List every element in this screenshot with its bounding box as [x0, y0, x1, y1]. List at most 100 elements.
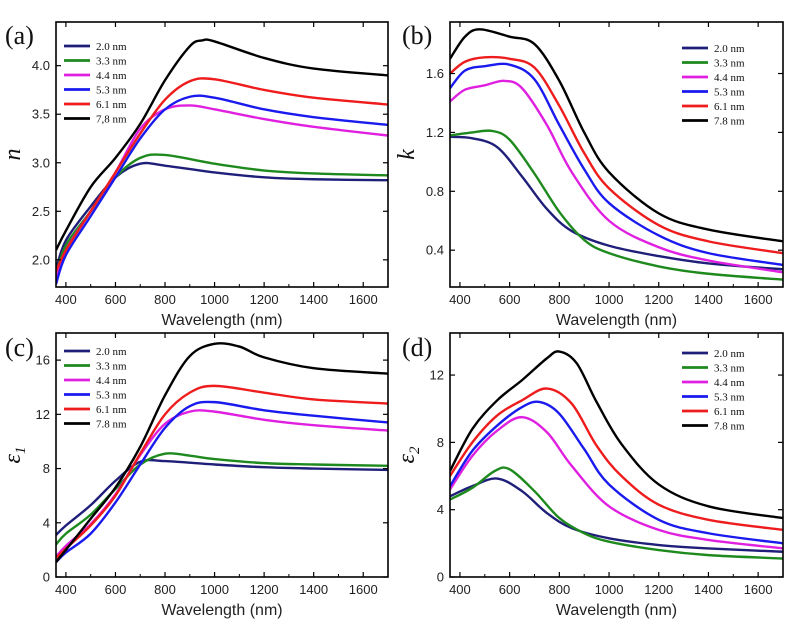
y-axis-symbol-0: n: [0, 149, 26, 161]
panel-label-0: (a): [5, 21, 34, 50]
x-tick-label-0-1: 600: [105, 292, 127, 307]
legend-entry-2-4: 6.1 nm: [96, 404, 127, 416]
y-axis-title-3: ε2: [394, 446, 423, 463]
series-line-2-0: [56, 458, 388, 536]
panel-label-3: (d): [402, 333, 432, 362]
series-line-3-2: [450, 415, 783, 550]
legend-entry-1-1: 3.3 nm: [714, 58, 745, 70]
series-line-1-0: [450, 135, 783, 271]
x-tick-label-2-3: 1000: [200, 582, 229, 597]
y-axis-symbol-3: ε: [394, 453, 420, 463]
y-tick-label-0-2: 3.0: [32, 155, 50, 170]
series-line-1-3: [450, 62, 783, 267]
plot-frame-0: [55, 21, 389, 288]
x-tick-label-2-0: 400: [55, 582, 77, 597]
series-line-0-3: [56, 94, 388, 285]
plot-frame-1: [449, 21, 784, 288]
x-axis-title-0: Wavelength (nm): [161, 312, 282, 329]
y-tick-label-0-0: 2.0: [32, 252, 50, 267]
chart-panel-1: 400 600 800 1000 1200 1400 1600 0.4 0.8 1.2 1.6 Wav…: [394, 21, 784, 329]
x-tick-label-3-1: 600: [499, 582, 521, 597]
y-tick-label-2-3: 12: [36, 407, 50, 422]
x-tick-label-0-6: 1600: [349, 292, 378, 307]
x-tick-label-2-6: 1600: [349, 582, 378, 597]
y-tick-label-0-1: 2.5: [32, 204, 50, 219]
legend-entry-1-4: 6.1 nm: [714, 101, 745, 113]
x-tick-label-0-0: 400: [55, 292, 77, 307]
legend-entry-0-1: 3.3 nm: [96, 56, 127, 68]
series-line-0-4: [56, 77, 388, 272]
series-line-1-1: [450, 129, 783, 281]
x-tick-label-1-0: 400: [449, 292, 471, 307]
x-tick-label-2-5: 1400: [299, 582, 328, 597]
series-line-0-1: [56, 153, 388, 275]
x-tick-label-3-5: 1400: [694, 582, 723, 597]
series-line-1-2: [450, 79, 783, 274]
y-tick-label-0-3: 3.5: [32, 107, 50, 122]
y-axis-subscript-3: 2: [407, 446, 423, 454]
x-tick-label-0-5: 1400: [299, 292, 328, 307]
legend-entry-2-1: 3.3 nm: [96, 361, 127, 373]
series-line-2-2: [56, 409, 388, 558]
series-line-2-5: [56, 342, 388, 563]
chart-panel-3: 400 600 800 1000 1200 1400 1600 0 4 8 12 Wavelength…: [394, 332, 784, 619]
series-line-0-5: [56, 38, 388, 251]
legend-entry-3-3: 5.3 nm: [714, 392, 745, 404]
legend-entry-2-5: 7.8 nm: [96, 419, 127, 431]
legend-entry-0-2: 4.4 nm: [96, 70, 127, 82]
chart-panel-0: 400 600 800 1000 1200 1400 1600 2.0 2.5 3.0 3.5 4.0…: [0, 21, 389, 329]
x-tick-label-3-2: 800: [548, 582, 570, 597]
legend-entry-2-2: 4.4 nm: [96, 375, 127, 387]
y-tick-label-2-2: 8: [43, 461, 50, 476]
x-tick-label-0-2: 800: [154, 292, 176, 307]
plot-frame-3: [449, 332, 784, 578]
series-line-1-4: [450, 55, 783, 255]
y-tick-label-3-1: 4: [437, 502, 444, 517]
panel-label-2: (c): [5, 333, 34, 362]
y-tick-label-2-1: 4: [43, 515, 50, 530]
y-tick-label-2-0: 0: [43, 570, 50, 585]
x-tick-label-1-5: 1400: [694, 292, 723, 307]
y-axis-subscript-2: 1: [13, 447, 29, 455]
y-axis-title-0: n: [0, 149, 26, 161]
series-line-2-4: [56, 384, 388, 559]
y-tick-label-1-2: 1.2: [426, 125, 444, 140]
series-line-0-0: [56, 161, 388, 270]
legend-entry-2-0: 2.0 nm: [96, 346, 127, 358]
y-tick-label-1-3: 1.6: [426, 66, 444, 81]
legend-entry-1-0: 2.0 nm: [714, 43, 745, 55]
x-tick-label-3-4: 1200: [644, 582, 673, 597]
legend-entry-0-4: 6.1 nm: [96, 99, 127, 111]
chart-panel-2: 400 600 800 1000 1200 1400 1600 0 4 8 12 16 Waveleng…: [0, 332, 389, 619]
legend-entry-3-1: 3.3 nm: [714, 363, 745, 375]
x-tick-label-3-0: 400: [449, 582, 471, 597]
y-tick-label-1-1: 0.8: [426, 184, 444, 199]
x-tick-label-3-3: 1000: [595, 582, 624, 597]
x-tick-label-1-1: 600: [499, 292, 521, 307]
y-tick-label-3-3: 12: [430, 368, 444, 383]
legend-entry-3-0: 2.0 nm: [714, 348, 745, 360]
legend-entry-0-5: 7,8 nm: [96, 114, 127, 126]
y-axis-symbol-1: k: [394, 149, 420, 160]
legend-entry-3-2: 4.4 nm: [714, 377, 745, 389]
series-line-3-4: [450, 387, 783, 532]
series-line-3-3: [450, 400, 783, 545]
y-tick-label-1-0: 0.4: [426, 243, 444, 258]
x-tick-label-1-2: 800: [548, 292, 570, 307]
x-tick-label-2-2: 800: [154, 582, 176, 597]
x-tick-label-0-3: 1000: [200, 292, 229, 307]
legend-entry-2-3: 5.3 nm: [96, 390, 127, 402]
y-axis-title-2: ε1: [0, 447, 29, 464]
x-tick-label-2-4: 1200: [250, 582, 279, 597]
y-tick-label-2-4: 16: [36, 353, 50, 368]
x-axis-title-2: Wavelength (nm): [161, 602, 282, 619]
series-line-2-1: [56, 452, 388, 546]
y-tick-label-0-4: 4.0: [32, 58, 50, 73]
x-tick-label-2-1: 600: [105, 582, 127, 597]
x-tick-label-1-3: 1000: [595, 292, 624, 307]
legend-entry-1-3: 5.3 nm: [714, 87, 745, 99]
legend-entry-0-0: 2.0 nm: [96, 41, 127, 53]
series-line-3-0: [450, 477, 783, 553]
x-tick-label-3-6: 1600: [744, 582, 773, 597]
